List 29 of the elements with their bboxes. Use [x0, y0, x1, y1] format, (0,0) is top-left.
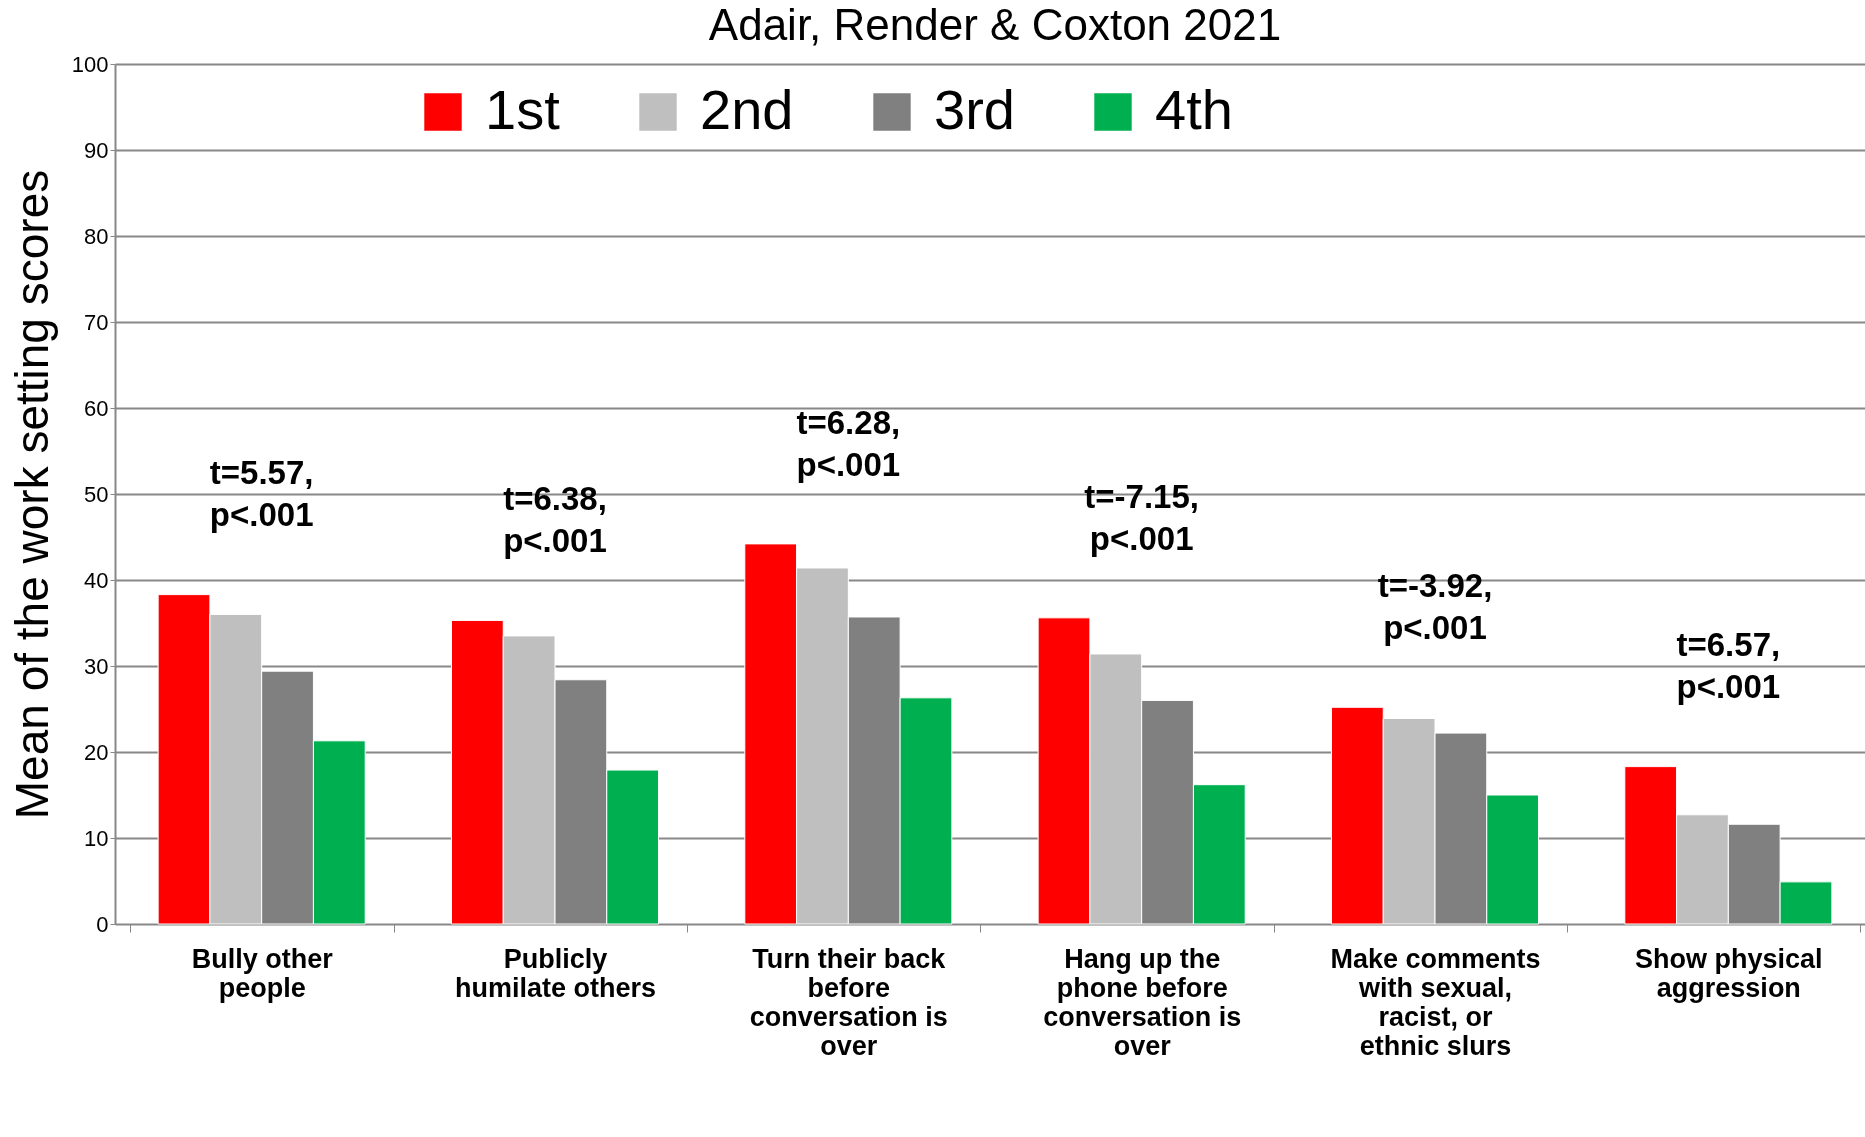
x-tick-label: Show physical aggression: [1635, 943, 1823, 1003]
y-tick-label: 50: [84, 481, 109, 507]
y-tick-label: 0: [96, 911, 109, 937]
annotation: t=6.28, p<.001: [796, 403, 901, 483]
y-tick-label: 60: [84, 395, 109, 421]
x-tick-label: Hang up the phone before conversation is over: [1043, 943, 1242, 1061]
chart-title: Adair, Render & Coxton 2021: [708, 0, 1282, 49]
annotation: t=6.57, p<.001: [1676, 626, 1781, 706]
legend-label: 1st: [485, 78, 561, 141]
y-tick-label: 100: [71, 51, 109, 77]
y-tick-label: 10: [84, 825, 109, 851]
annotation: t=6.38, p<.001: [503, 480, 607, 560]
y-tick-label: 30: [84, 653, 109, 679]
legend-label: 4th: [1155, 78, 1233, 141]
annotation: t=-7.15, p<.001: [1084, 477, 1199, 557]
y-axis-title: Mean of the work setting scores: [5, 169, 58, 820]
x-tick-label: Make comments with sexual, racist, or ethnic slurs: [1330, 943, 1541, 1061]
x-tick-label: Turn their back before conversation is over: [749, 943, 948, 1061]
y-tick-label: 40: [84, 567, 109, 593]
y-tick-label: 20: [84, 739, 109, 765]
x-tick-label: Publicly humilate others: [454, 943, 657, 1003]
legend-label: 3rd: [934, 78, 1015, 141]
annotation: t=5.57, p<.001: [209, 454, 314, 534]
y-tick-label: 90: [84, 137, 109, 163]
x-tick-label: Bully other people: [191, 943, 334, 1003]
legend-label: 2nd: [700, 78, 794, 141]
y-tick-label: 80: [84, 223, 109, 249]
y-tick-label: 70: [84, 309, 109, 335]
annotation: t=-3.92, p<.001: [1377, 567, 1493, 647]
